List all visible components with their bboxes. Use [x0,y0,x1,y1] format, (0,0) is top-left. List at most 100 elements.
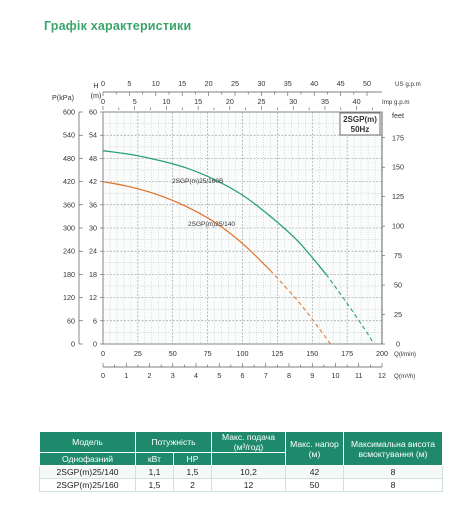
header-max-suction-unit: (м) [415,448,428,459]
tick-label-flow-lmin: 75 [204,349,212,358]
tick-label-flow-m3h: 10 [332,371,340,380]
pressure-axis-label: P(kPa) [52,93,74,102]
tick-label-imp-gpm: 40 [353,97,361,106]
cell-kw: 1,1 [135,465,174,479]
flow-m3h-axis-label: Q(m³/h) [394,373,415,380]
tick-label-us-gpm: 5 [127,79,131,88]
cell-flow: 12 [211,478,286,492]
head-axis-label-bottom: (m) [91,91,102,100]
tick-label-flow-m3h: 1 [124,371,128,380]
tick-label-flow-lmin: 150 [306,349,318,358]
header-kw: кВт [135,452,174,466]
tick-label-head: 48 [89,154,97,163]
tick-label-pressure: 420 [63,177,75,186]
header-max-head: Макс. напор (м) [285,431,344,466]
header-max-flow-label: Макс. подача [221,432,276,442]
tick-label-flow-m3h: 5 [217,371,221,380]
tick-label-imp-gpm: 15 [194,97,202,106]
header-single-phase: Однофазний [39,452,136,466]
series-line-0-dashed [325,274,375,345]
cell-head: 42 [285,465,344,479]
tick-label-pressure: 300 [63,224,75,233]
tick-label-flow-lmin: 175 [341,349,353,358]
tick-label-flow-lmin: 200 [376,349,388,358]
series-label-0: 2SGP(m)25/160B [172,178,223,185]
tick-label-flow-m3h: 9 [310,371,314,380]
tick-label-imp-gpm: 0 [101,97,105,106]
tick-label-pressure: 360 [63,200,75,209]
tick-label-flow-lmin: 100 [237,349,249,358]
header-max-flow: Макс. подача (м³/год) [211,431,286,453]
tick-label-imp-gpm: 25 [258,97,266,106]
us-gpm-axis-label: US g.p.m [395,81,421,88]
tick-label-flow-m3h: 7 [264,371,268,380]
flow-lmin-axis-label: Q(l/min) [394,351,416,358]
spec-table: Модель Потужність Макс. подача (м³/год) М… [39,431,443,492]
legend-box-frequency: 50Hz [351,125,370,134]
tick-label-pressure: 240 [63,247,75,256]
tick-label-pressure: 600 [63,108,75,117]
tick-label-flow-lmin: 125 [271,349,283,358]
tick-label-feet: 125 [392,192,404,201]
tick-label-feet: 175 [392,133,404,142]
header-max-suction-label: Максимальна висота всмоктування [350,438,436,459]
header-hp: HP [173,452,212,466]
head-axis-label-top: H [93,81,98,90]
cell-suction: 8 [343,465,443,479]
tick-label-us-gpm: 0 [101,79,105,88]
tick-label-us-gpm: 15 [178,79,186,88]
header-power: Потужність [135,431,212,453]
header-max-flow-unit: (м³/год) [233,442,264,452]
tick-label-head: 18 [89,270,97,279]
series-line-0-solid [102,150,327,275]
cell-flow: 10,2 [211,465,286,479]
tick-label-head: 6 [93,316,97,325]
tick-label-flow-m3h: 12 [378,371,386,380]
tick-label-head: 24 [89,247,97,256]
chart-labels: 2SGP(m)50Hz 2SGP(m)25/160B 2SGP(m)25/140 [172,112,381,228]
cell-hp: 1,5 [173,465,212,479]
tick-label-flow-m3h: 2 [148,371,152,380]
tick-label-us-gpm: 25 [231,79,239,88]
tick-label-us-gpm: 50 [363,79,371,88]
tick-label-pressure: 120 [63,293,75,302]
tick-label-us-gpm: 20 [205,79,213,88]
chart-axes: 0612182430364248546006012018024030036042… [52,79,421,380]
cell-head: 50 [285,478,344,492]
tick-label-us-gpm: 45 [337,79,345,88]
series-label-1: 2SGP(m)25/140 [188,221,235,228]
tick-label-head: 0 [93,340,97,349]
tick-label-head: 36 [89,200,97,209]
tick-label-head: 30 [89,224,97,233]
header-model: Модель [39,431,136,453]
tick-label-pressure: 540 [63,131,75,140]
tick-label-head: 42 [89,177,97,186]
tick-label-head: 60 [89,108,97,117]
tick-label-pressure: 60 [67,316,75,325]
tick-label-feet: 25 [394,310,402,319]
tick-label-us-gpm: 10 [152,79,160,88]
tick-label-imp-gpm: 5 [133,97,137,106]
tick-label-flow-m3h: 0 [101,371,105,380]
table-row: 2SGP(m)25/160 1,5 2 12 50 8 [39,478,443,492]
tick-label-feet: 75 [394,251,402,260]
tick-label-flow-m3h: 8 [287,371,291,380]
imp-gpm-axis-label: Imp g.p.m [382,99,410,106]
header-flow-blank [211,452,286,466]
tick-label-imp-gpm: 30 [289,97,297,106]
tick-label-feet: 150 [392,163,404,172]
header-max-head-unit: (м) [308,448,321,459]
tick-label-us-gpm: 35 [284,79,292,88]
tick-label-head: 54 [89,131,97,140]
tick-label-us-gpm: 40 [310,79,318,88]
tick-label-feet: 0 [396,340,400,349]
feet-axis-label: feet [392,111,404,120]
cell-kw: 1,5 [135,478,174,492]
series-line-1-solid [102,180,271,271]
chart-curves [102,150,375,345]
series-line-1-dashed [269,270,331,345]
cell-model: 2SGP(m)25/160 [39,478,136,492]
cell-model: 2SGP(m)25/140 [39,465,136,479]
table-row: 2SGP(m)25/140 1,1 1,5 10,2 42 8 [39,465,443,479]
tick-label-head: 12 [89,293,97,302]
